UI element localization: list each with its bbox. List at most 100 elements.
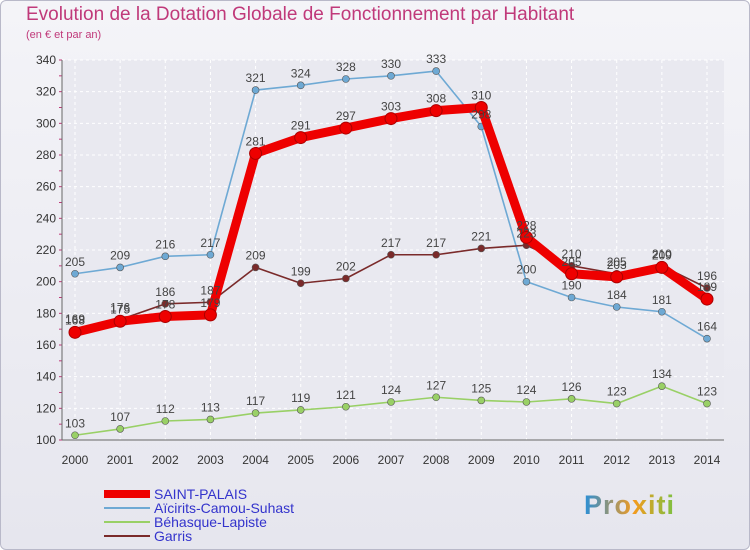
data-label-behasque-lapiste: 119 bbox=[291, 391, 310, 405]
data-label-garris: 202 bbox=[336, 260, 356, 274]
data-label-aicirits-camou-suhast: 209 bbox=[110, 248, 130, 262]
data-point-aicirits-camou-suhast bbox=[522, 277, 531, 286]
data-point-aicirits-camou-suhast bbox=[251, 86, 260, 94]
x-tick-label: 2014 bbox=[694, 453, 721, 467]
data-point-aicirits-camou-suhast bbox=[387, 72, 395, 80]
data-point-garris bbox=[161, 300, 170, 308]
data-label-garris: 169 bbox=[65, 312, 85, 326]
data-point-aicirits-camou-suhast bbox=[658, 307, 666, 316]
data-label-aicirits-camou-suhast: 330 bbox=[381, 57, 401, 71]
data-label-saint-palais: 205 bbox=[562, 255, 582, 269]
data-point-garris bbox=[432, 250, 440, 259]
y-tick-label: 200 bbox=[36, 275, 56, 289]
data-point-garris bbox=[387, 250, 395, 259]
data-label-behasque-lapiste: 125 bbox=[471, 381, 491, 395]
data-point-behasque-lapiste bbox=[251, 409, 260, 417]
data-label-saint-palais: 291 bbox=[291, 119, 311, 133]
data-point-behasque-lapiste bbox=[477, 396, 486, 405]
data-point-aicirits-camou-suhast bbox=[161, 252, 170, 261]
data-label-saint-palais: 228 bbox=[516, 218, 536, 232]
legend-item-garris: Garris bbox=[104, 528, 364, 544]
data-label-aicirits-camou-suhast: 181 bbox=[652, 293, 672, 307]
data-label-behasque-lapiste: 127 bbox=[426, 378, 446, 392]
y-tick-label: 100 bbox=[36, 433, 56, 447]
data-point-saint-palais bbox=[610, 270, 624, 284]
data-point-behasque-lapiste bbox=[658, 382, 666, 390]
data-point-aicirits-camou-suhast bbox=[567, 293, 576, 302]
data-point-saint-palais bbox=[429, 104, 443, 118]
data-point-aicirits-camou-suhast bbox=[612, 303, 621, 311]
data-point-behasque-lapiste bbox=[296, 406, 305, 414]
x-tick-label: 2012 bbox=[603, 453, 630, 467]
data-label-behasque-lapiste: 134 bbox=[652, 367, 672, 381]
proxiti-logo: Proxiti bbox=[584, 490, 676, 520]
data-label-saint-palais: 175 bbox=[110, 302, 130, 316]
chart-subtitle: (en € et par an) bbox=[26, 29, 102, 41]
data-point-saint-palais bbox=[565, 267, 579, 281]
y-tick-label: 160 bbox=[36, 338, 56, 352]
data-label-saint-palais: 297 bbox=[336, 109, 356, 123]
data-label-garris: 205 bbox=[607, 255, 627, 269]
data-label-saint-palais: 303 bbox=[381, 100, 401, 114]
data-label-aicirits-camou-suhast: 190 bbox=[562, 279, 582, 293]
data-label-saint-palais: 209 bbox=[652, 248, 672, 262]
x-tick-label: 2005 bbox=[287, 453, 314, 467]
legend-item-aicirits: Aïcirits-Camou-Suhast bbox=[104, 500, 364, 516]
data-label-behasque-lapiste: 112 bbox=[156, 402, 175, 416]
y-tick-label: 280 bbox=[36, 148, 56, 162]
data-label-behasque-lapiste: 124 bbox=[381, 383, 401, 397]
data-label-saint-palais: 308 bbox=[426, 92, 446, 106]
data-label-aicirits-camou-suhast: 184 bbox=[607, 288, 627, 302]
y-tick-label: 260 bbox=[36, 180, 56, 194]
data-label-saint-palais: 179 bbox=[200, 296, 220, 310]
x-tick-label: 2007 bbox=[378, 453, 405, 467]
y-tick-label: 240 bbox=[36, 211, 56, 225]
data-label-garris: 209 bbox=[246, 248, 266, 262]
x-tick-label: 2009 bbox=[468, 453, 495, 467]
data-point-aicirits-camou-suhast bbox=[71, 269, 79, 278]
data-point-aicirits-camou-suhast bbox=[296, 81, 305, 90]
data-label-garris: 221 bbox=[471, 229, 491, 243]
data-point-behasque-lapiste bbox=[567, 395, 576, 403]
legend-label-aicirits: Aïcirits-Camou-Suhast bbox=[154, 500, 295, 516]
x-tick-label: 2004 bbox=[242, 453, 269, 467]
legend-swatch-aicirits bbox=[104, 507, 150, 509]
y-tick-label: 320 bbox=[36, 85, 56, 99]
data-point-saint-palais bbox=[519, 230, 533, 244]
data-point-behasque-lapiste bbox=[387, 398, 395, 406]
data-label-aicirits-camou-suhast: 217 bbox=[200, 236, 220, 250]
data-label-garris: 176 bbox=[110, 301, 130, 315]
data-point-garris bbox=[703, 284, 711, 292]
data-point-behasque-lapiste bbox=[522, 398, 531, 406]
data-label-behasque-lapiste: 103 bbox=[65, 416, 85, 430]
data-point-saint-palais bbox=[384, 112, 398, 126]
data-label-garris: 223 bbox=[516, 226, 536, 240]
data-point-saint-palais bbox=[700, 292, 714, 306]
y-tick-label: 140 bbox=[36, 370, 56, 384]
data-point-saint-palais bbox=[203, 308, 217, 322]
y-tick-label: 180 bbox=[36, 306, 56, 320]
data-point-garris bbox=[251, 263, 260, 272]
x-tick-label: 2008 bbox=[423, 453, 450, 467]
data-label-aicirits-camou-suhast: 328 bbox=[336, 60, 356, 74]
data-label-behasque-lapiste: 126 bbox=[562, 380, 582, 394]
legend-swatch-garris bbox=[104, 535, 150, 537]
x-tick-label: 2001 bbox=[107, 453, 134, 467]
data-label-saint-palais: 189 bbox=[697, 280, 717, 294]
data-label-saint-palais: 310 bbox=[471, 89, 491, 103]
data-point-aicirits-camou-suhast bbox=[206, 250, 215, 259]
data-label-garris: 217 bbox=[426, 236, 446, 250]
y-tick-label: 120 bbox=[36, 401, 56, 415]
x-tick-label: 2006 bbox=[333, 453, 360, 467]
data-label-aicirits-camou-suhast: 164 bbox=[697, 320, 717, 334]
data-label-garris: 199 bbox=[291, 264, 311, 278]
data-point-behasque-lapiste bbox=[703, 399, 711, 408]
data-point-garris bbox=[296, 279, 305, 288]
data-label-behasque-lapiste: 123 bbox=[607, 385, 627, 399]
data-label-aicirits-camou-suhast: 324 bbox=[291, 66, 311, 80]
data-label-saint-palais: 178 bbox=[155, 298, 175, 312]
legend-swatch-saint-palais bbox=[104, 490, 150, 498]
x-tick-label: 2013 bbox=[649, 453, 676, 467]
data-label-garris: 210 bbox=[652, 247, 672, 261]
data-label-garris: 210 bbox=[562, 247, 582, 261]
